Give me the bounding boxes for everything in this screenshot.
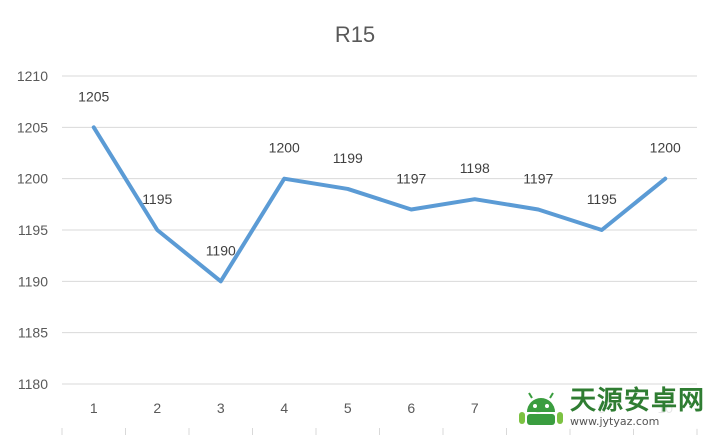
y-tick-label: 1205: [17, 119, 48, 135]
data-label: 1197: [396, 170, 426, 186]
data-label: 1205: [78, 88, 109, 104]
data-label: 1200: [269, 140, 300, 156]
data-label: 1198: [460, 160, 490, 176]
data-label: 1190: [206, 242, 236, 258]
x-tick-label: 4: [280, 400, 288, 416]
x-tick-label: 5: [344, 400, 352, 416]
watermark-url: www.jytyaz.com: [569, 415, 660, 428]
data-label: 1200: [650, 140, 681, 156]
data-label: 1195: [142, 191, 172, 207]
chart-title: R15: [335, 22, 375, 47]
x-tick-label: 7: [471, 400, 479, 416]
data-label: 1195: [587, 191, 617, 207]
y-tick-label: 1190: [18, 273, 48, 289]
y-tick-label: 1180: [18, 376, 48, 392]
y-tick-label: 1195: [18, 222, 48, 238]
watermark-title: 天源安卓网: [569, 386, 705, 416]
x-tick-label: 1: [90, 400, 98, 416]
x-tick-label: 2: [153, 400, 161, 416]
data-label: 1199: [333, 150, 363, 166]
y-tick-label: 1185: [18, 325, 48, 341]
x-tick-label: 3: [217, 400, 225, 416]
site-watermark: 天源安卓网 www.jytyaz.com: [511, 386, 711, 429]
series-line: [91, 125, 668, 284]
y-tick-label: 1210: [17, 68, 48, 84]
y-tick-label: 1200: [17, 171, 48, 187]
data-label: 1197: [523, 170, 553, 186]
x-tick-label: 6: [407, 400, 415, 416]
android-robot-icon: [518, 391, 563, 425]
